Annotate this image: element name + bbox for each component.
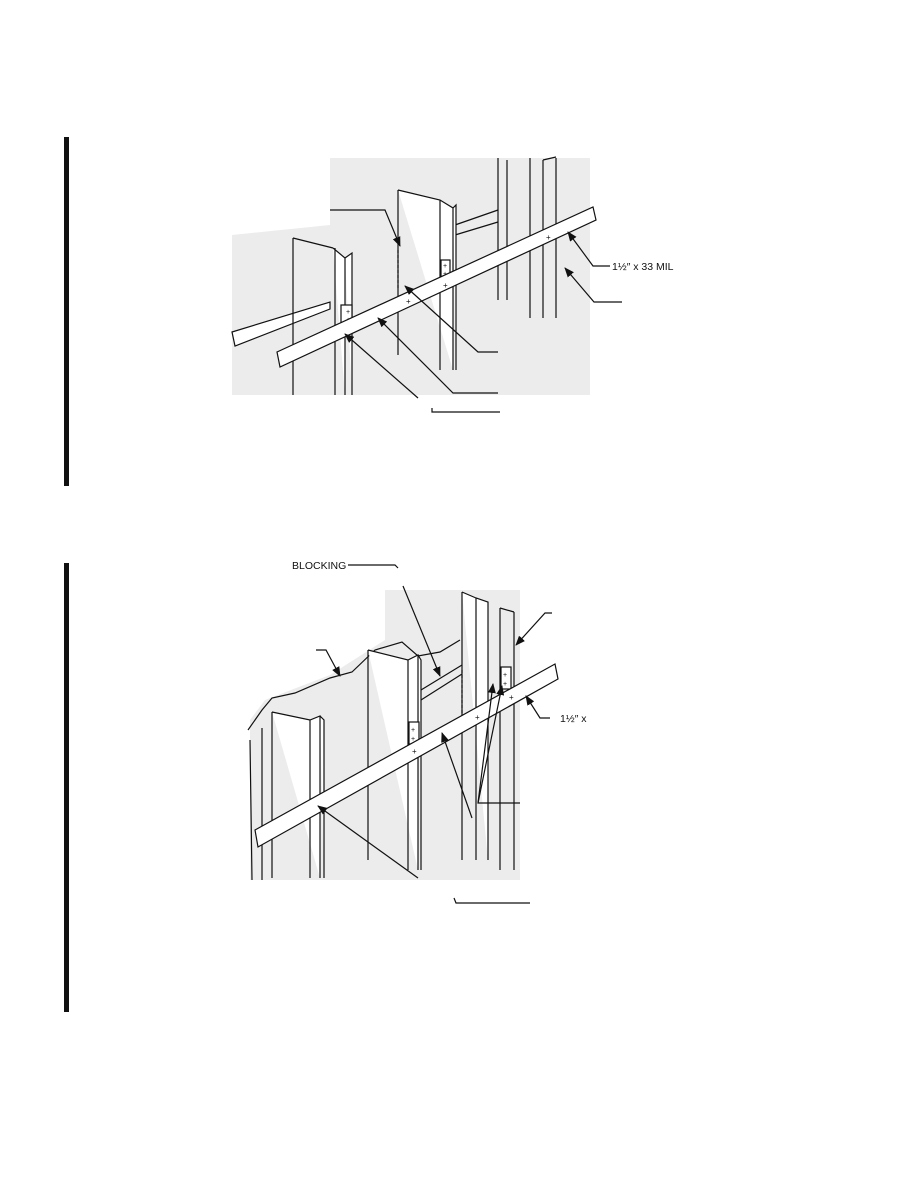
figure-2-strap-size-label: 1½″ x (560, 713, 587, 725)
figure-1-back-strap (231, 301, 331, 347)
figure-2-blocking (420, 664, 463, 701)
figure-2-blocking-label: BLOCKING (292, 560, 346, 572)
figure-2-sheathing-edge (247, 639, 461, 731)
figure-1-front-strap (276, 206, 597, 368)
svg-text:+: + (546, 233, 551, 242)
figure-1-stud-left (292, 237, 353, 395)
svg-text:+: + (412, 747, 417, 756)
figure-1-margin-bar (64, 137, 69, 486)
figure-2-diagram: + + + + + + + (247, 564, 559, 904)
svg-text:+: + (475, 713, 480, 722)
figure-1-diagram: + + + + + + + (231, 156, 622, 413)
figure-2-strap (254, 663, 559, 848)
svg-text:+: + (443, 263, 447, 270)
figure-2-margin-bar (64, 563, 69, 1012)
svg-text:+: + (509, 693, 514, 702)
figure-1-strap-size-label: 1½″ x 33 MIL (612, 261, 674, 273)
svg-text:+: + (411, 727, 415, 734)
svg-text:+: + (411, 736, 415, 743)
svg-text:+: + (406, 297, 411, 306)
svg-text:+: + (346, 309, 350, 316)
svg-text:+: + (503, 681, 507, 688)
svg-text:+: + (503, 672, 507, 679)
svg-text:+: + (443, 281, 448, 290)
figure-1-rear-stud-left (497, 158, 508, 300)
